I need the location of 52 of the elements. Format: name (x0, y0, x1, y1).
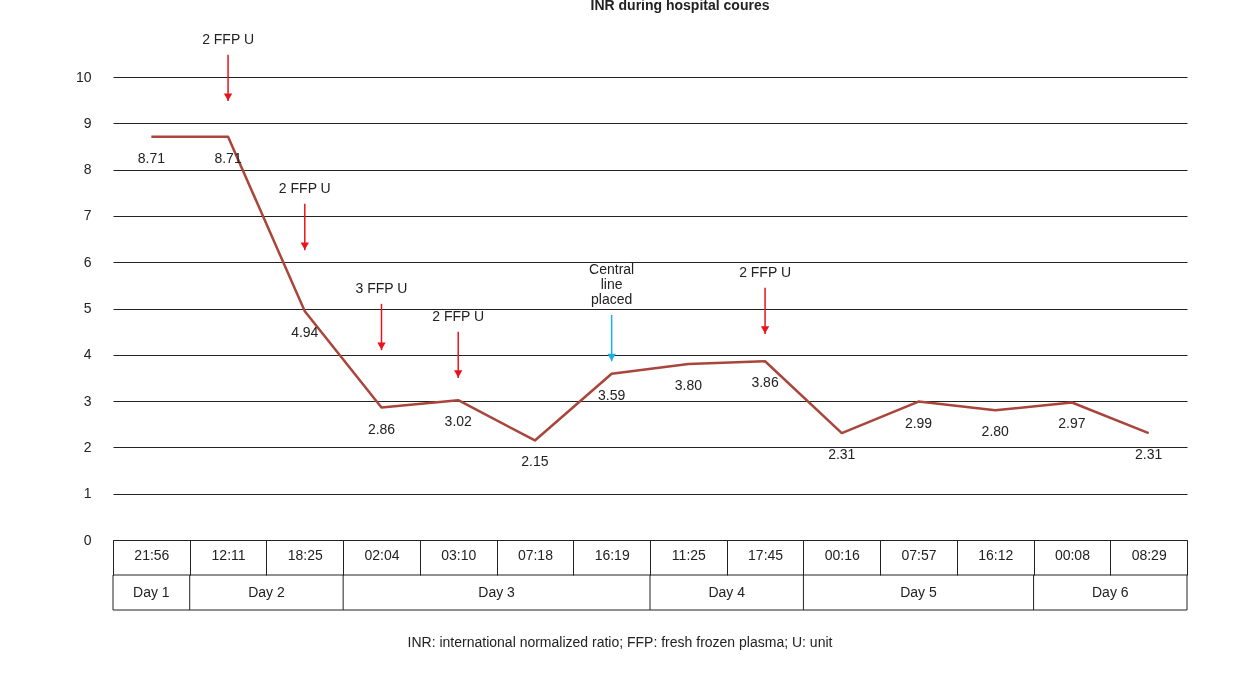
x-tick-label: 07:57 (901, 546, 937, 563)
y-tick-label: 8 (83, 161, 92, 178)
x-tick-label: 00:16 (824, 546, 861, 563)
x-tick-label: 03:10 (441, 546, 477, 563)
x-tick-label: 21:56 (134, 546, 170, 563)
data-label: 3.02 (444, 413, 473, 430)
text: 2 FFP U (202, 30, 255, 47)
text: INR: international normalized ratio; FFP: fresh frozen plasma; U: unit (407, 634, 833, 650)
x-tick-label: 11:25 (671, 546, 707, 563)
y-tick-label: 3 (83, 392, 92, 409)
text: Day 2 (248, 584, 285, 600)
x-tick-label: 16:19 (594, 546, 630, 563)
annotation: 3 FFP U (355, 279, 408, 296)
annotation: 2 FFP U (278, 179, 331, 196)
text: Day 4 (708, 584, 746, 600)
data-label: 8.71 (137, 149, 166, 166)
data-label: 4.94 (291, 324, 319, 341)
y-tick-label: 2 (83, 438, 92, 455)
y-tick-label: 6 (83, 253, 92, 270)
y-tick-label: 1 (83, 485, 92, 502)
data-label: 2.31 (828, 446, 856, 463)
data-label: 2.15 (521, 453, 549, 470)
x-tick-label: 00:08 (1054, 546, 1091, 563)
x-tick-label: 18:25 (287, 546, 324, 563)
x-tick-label: 07:18 (517, 546, 554, 563)
x-tick-label: 17:45 (748, 546, 784, 563)
chart-title: INR during hospital coures (590, 0, 770, 13)
x-tick-label: 08:29 (1131, 546, 1167, 563)
text: Day 6 (1092, 584, 1129, 600)
data-label: 2.99 (904, 414, 933, 431)
annotation: 2 FFP U (432, 307, 485, 324)
data-label: 3.86 (751, 374, 779, 391)
data-label: 2.97 (1058, 415, 1086, 432)
data-label: 2.80 (981, 423, 1010, 440)
data-label: 3.80 (674, 377, 703, 394)
text: Day 3 (478, 584, 516, 600)
data-label: 2.31 (1135, 446, 1163, 463)
annotation: Central line placed (589, 260, 635, 307)
text: Day 1 (133, 584, 170, 600)
text: Day 5 (900, 584, 937, 600)
annotation: 2 FFP U (739, 263, 792, 280)
x-tick-label: 02:04 (364, 546, 400, 563)
x-tick-label: 16:12 (978, 546, 1014, 563)
y-tick-label: 5 (83, 300, 92, 316)
y-tick-label: 10 (75, 68, 92, 85)
y-tick-label: 0 (83, 531, 92, 548)
y-tick-label: 9 (83, 114, 92, 131)
y-tick-label: 4 (83, 346, 92, 363)
data-label: 3.59 (598, 386, 626, 403)
data-label: 2.86 (367, 420, 396, 437)
x-tick-label: 12:11 (211, 546, 246, 563)
y-tick-label: 7 (83, 207, 92, 224)
